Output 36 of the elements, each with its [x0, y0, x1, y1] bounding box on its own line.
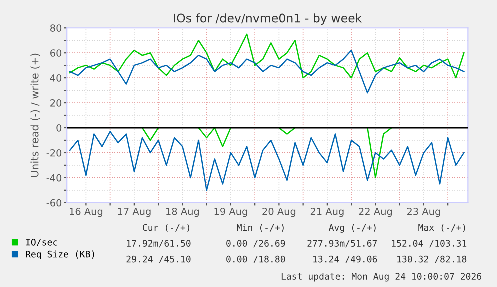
legend-label: IO/sec: [26, 238, 58, 247]
y-axis-title: Units read (-) / write (+): [30, 54, 40, 178]
chart-title: IOs for /dev/nvme0n1 - by week: [174, 14, 362, 26]
text: Cur (-/+): [143, 224, 190, 232]
text: Avg (-/+): [328, 224, 376, 233]
y-tick-label: 60: [50, 50, 62, 57]
y-tick-label: -60: [46, 199, 62, 207]
line-series: [69, 34, 465, 79]
x-tick-label: 20 Aug: [262, 208, 296, 218]
y-tick-label: -40: [46, 174, 62, 182]
text: 277.93m/51.67: [308, 240, 378, 248]
text: 13.24 /49.06: [314, 256, 378, 264]
text: 0.00 /26.69: [226, 240, 286, 248]
text: 130.32 /82.18: [398, 256, 467, 264]
x-tick-label: 21 Aug: [310, 208, 344, 218]
text: 17.92m/61.50: [127, 240, 191, 248]
x-tick-label: 17 Aug: [118, 208, 151, 218]
text: 0.00 /18.80: [226, 256, 286, 264]
y-tick-label: 20: [50, 100, 62, 107]
y-tick-label: 0: [56, 124, 62, 132]
line-series: [69, 50, 465, 94]
y-tick-label: -20: [46, 149, 62, 157]
x-tick-label: 16 Aug: [70, 208, 103, 218]
legend-label: Req Size (KB): [26, 250, 94, 260]
y-tick-label: 40: [50, 74, 62, 82]
text: Max (-/+): [418, 224, 466, 232]
y-tick-label: 80: [50, 24, 62, 32]
text: Min (-/+): [237, 224, 284, 232]
line-series: [69, 131, 465, 192]
x-tick-label: 18 Aug: [166, 208, 200, 218]
x-tick-label: 22 Aug: [359, 208, 392, 218]
text: 29.24 /45.10: [126, 256, 191, 264]
x-tick-label: 23 Aug: [407, 208, 440, 218]
text: 152.04 /103.31: [392, 240, 467, 248]
x-tick-label: 19 Aug: [214, 208, 248, 218]
text: Last update: Mon Aug 24 10:00:07 2026: [282, 272, 482, 282]
